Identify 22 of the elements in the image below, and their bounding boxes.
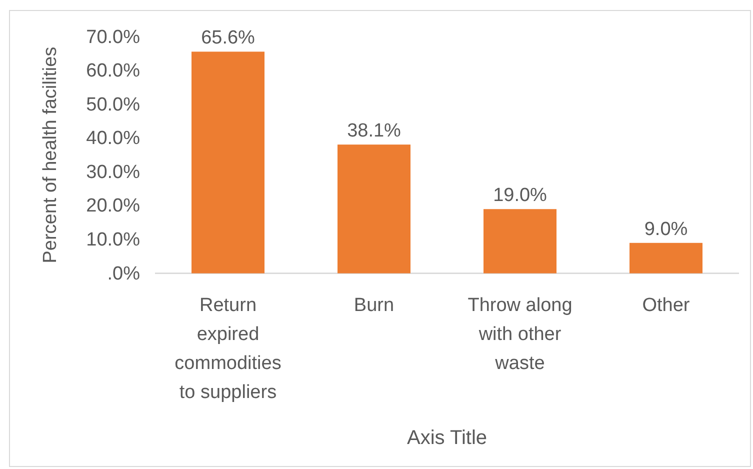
bar <box>630 242 702 274</box>
data-label: 38.1% <box>347 120 402 142</box>
y-axis-title: Percent of health facilities <box>40 46 60 264</box>
bar <box>192 52 264 274</box>
y-tick-label: 40.0% <box>86 128 140 149</box>
y-tick-label: 60.0% <box>86 60 140 82</box>
y-tick-label: 30.0% <box>86 161 140 182</box>
data-label: 19.0% <box>493 185 548 206</box>
y-tick-label: .0% <box>107 262 140 284</box>
data-label: 9.0% <box>644 218 688 240</box>
x-tick-label: Throw along with other waste <box>468 295 572 374</box>
data-label: 65.6% <box>201 28 256 49</box>
x-axis-title: Axis Title <box>406 427 488 449</box>
x-tick-label: Burn <box>354 295 394 316</box>
y-tick-label: 50.0% <box>86 94 140 115</box>
bar <box>338 144 410 274</box>
x-tick-label: Return expired commodities to suppliers <box>174 295 282 403</box>
y-tick-label: 70.0% <box>86 26 140 48</box>
y-tick-label: 10.0% <box>86 229 140 250</box>
y-tick-label: 20.0% <box>86 195 140 216</box>
x-tick-label: Other <box>642 295 690 316</box>
bar <box>484 209 556 274</box>
